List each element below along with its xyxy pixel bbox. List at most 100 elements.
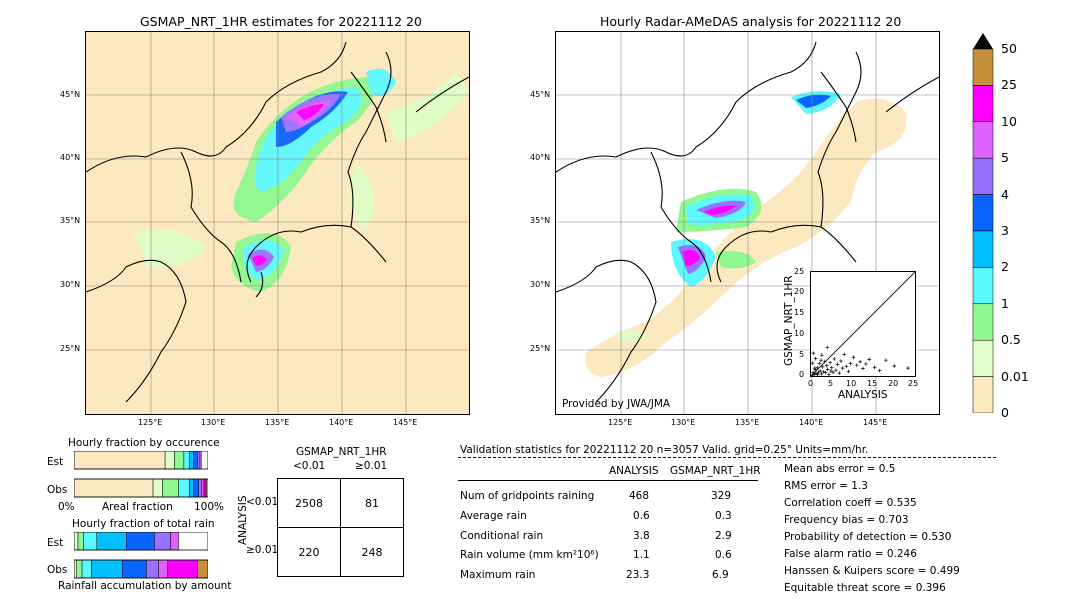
validation-row-gsmap: 0.6	[715, 549, 732, 561]
scatter-point	[840, 366, 845, 370]
fraction-segment	[197, 559, 208, 579]
scatter-point	[827, 372, 831, 377]
scatter-point	[815, 365, 820, 370]
colorbar-label: 5	[1001, 150, 1009, 166]
fraction-segment	[74, 451, 166, 470]
contingency-title: GSMAP_NRT_1HR	[296, 446, 387, 458]
scatter-point	[817, 361, 822, 366]
right-lon-tick: 130°E	[671, 418, 696, 427]
fraction-segment	[193, 451, 198, 470]
scatter-point	[829, 369, 833, 373]
scatter-point	[819, 358, 823, 362]
scatter-point	[867, 357, 872, 362]
scatter-xlabel: ANALYSIS	[838, 389, 888, 401]
occurrence-axis-left: 0%	[58, 501, 75, 513]
right-lat-tick: 40°N	[530, 153, 551, 162]
occurrence-axis-mid: Areal fraction	[102, 501, 173, 513]
scatter-point	[823, 370, 828, 375]
fraction-segment	[205, 478, 207, 498]
validation-row-label: Num of gridpoints raining	[460, 490, 595, 502]
scatter-point	[812, 366, 817, 370]
scatter-point	[825, 363, 829, 368]
scatter-point	[811, 351, 816, 355]
validation-row-analysis: 0.6	[633, 510, 650, 522]
contingency-row-lt: <0.01	[246, 496, 279, 508]
scatter-ylabel: GSMAP_NRT_1HR	[783, 275, 795, 366]
scatter-point	[813, 367, 817, 372]
scatter-point	[834, 368, 838, 372]
validation-row-gsmap: 2.9	[715, 530, 732, 542]
scatter-point	[820, 365, 825, 369]
scatter-xtick: 0	[808, 379, 814, 388]
colorbar-swatch	[972, 303, 994, 341]
score-pod: Probability of detection = 0.530	[784, 531, 952, 543]
contingency-row: 2508 81	[277, 478, 404, 528]
score-rmse: RMS error = 1.3	[784, 480, 868, 492]
scatter-ytick: 0	[799, 370, 805, 379]
fraction-segment	[76, 559, 83, 579]
scatter-point	[821, 370, 826, 374]
fraction-segment	[83, 532, 98, 551]
right-lon-tick: 145°E	[863, 418, 888, 427]
validation-row-analysis: 1.1	[633, 549, 650, 561]
colorbar-label: 25	[1001, 77, 1017, 93]
scatter-point	[813, 356, 818, 361]
scatter-point	[864, 362, 868, 366]
total-rain-axis-label: Rainfall accumulation by amount	[58, 580, 232, 592]
scatter-xtick: 15	[867, 379, 878, 388]
right-lat-tick: 35°N	[530, 216, 551, 225]
fraction-segment	[199, 451, 202, 470]
colorbar-label: 10	[1001, 113, 1017, 129]
total-rain-title: Hourly fraction of total rain	[72, 518, 215, 530]
scatter-point	[812, 372, 817, 377]
colorbar-swatch	[972, 267, 994, 305]
colorbar-swatch	[972, 376, 994, 414]
scatter-ytick: 25	[794, 267, 805, 276]
left-map-title: GSMAP_NRT_1HR estimates for 20221112 20	[140, 14, 422, 29]
fraction-segment	[91, 559, 123, 579]
scatter-ytick: 20	[794, 287, 805, 296]
colorbar-label: 0.5	[1001, 332, 1021, 348]
scatter-point	[822, 359, 827, 364]
validation-row-analysis: 468	[629, 490, 650, 502]
scatter-diagonal	[810, 271, 916, 377]
contingency-col-lt: <0.01	[293, 460, 326, 472]
scatter-point	[810, 361, 815, 365]
right-lat-tick: 25°N	[530, 344, 551, 353]
colorbar-label: 3	[1001, 223, 1009, 238]
fraction-segment	[162, 478, 179, 498]
fraction-segment	[146, 559, 159, 579]
score-mae: Mean abs error = 0.5	[784, 463, 896, 475]
scatter-xtick: 10	[846, 379, 857, 388]
scatter-point	[906, 366, 910, 370]
scatter-xtick: 20	[888, 379, 899, 388]
fraction-segment	[96, 532, 127, 551]
validation-divider	[458, 457, 996, 458]
scatter-plot	[810, 271, 916, 377]
fraction-segment	[74, 478, 154, 498]
fraction-segment	[158, 559, 169, 579]
fraction-segment	[121, 559, 147, 579]
left-lon-tick: 130°E	[201, 418, 226, 427]
colorbar-swatch	[972, 121, 994, 159]
occurrence-est-label: Est	[47, 456, 64, 468]
scatter-point	[842, 352, 847, 357]
fraction-segment	[174, 451, 185, 470]
contingency-cell: 81	[340, 478, 404, 528]
total-rain-obs-label: Obs	[47, 564, 68, 576]
validation-row-gsmap: 0.3	[715, 510, 732, 522]
scatter-point	[835, 362, 840, 367]
contingency-cell: 2508	[277, 478, 341, 528]
validation-row-analysis: 23.3	[626, 569, 650, 581]
scatter-ytick: 15	[794, 308, 805, 317]
fraction-segment	[126, 532, 155, 551]
validation-header: Validation statistics for 20221112 20 n=…	[460, 444, 869, 456]
scatter-point	[825, 345, 830, 350]
score-freq-bias: Frequency bias = 0.703	[784, 514, 909, 526]
validation-col-analysis: ANALYSIS	[609, 465, 659, 477]
score-corr: Correlation coeff = 0.535	[784, 497, 917, 509]
left-map-canvas	[86, 32, 469, 414]
left-lon-tick: 140°E	[329, 418, 354, 427]
scatter-point	[884, 358, 888, 362]
scatter-point	[877, 368, 882, 373]
